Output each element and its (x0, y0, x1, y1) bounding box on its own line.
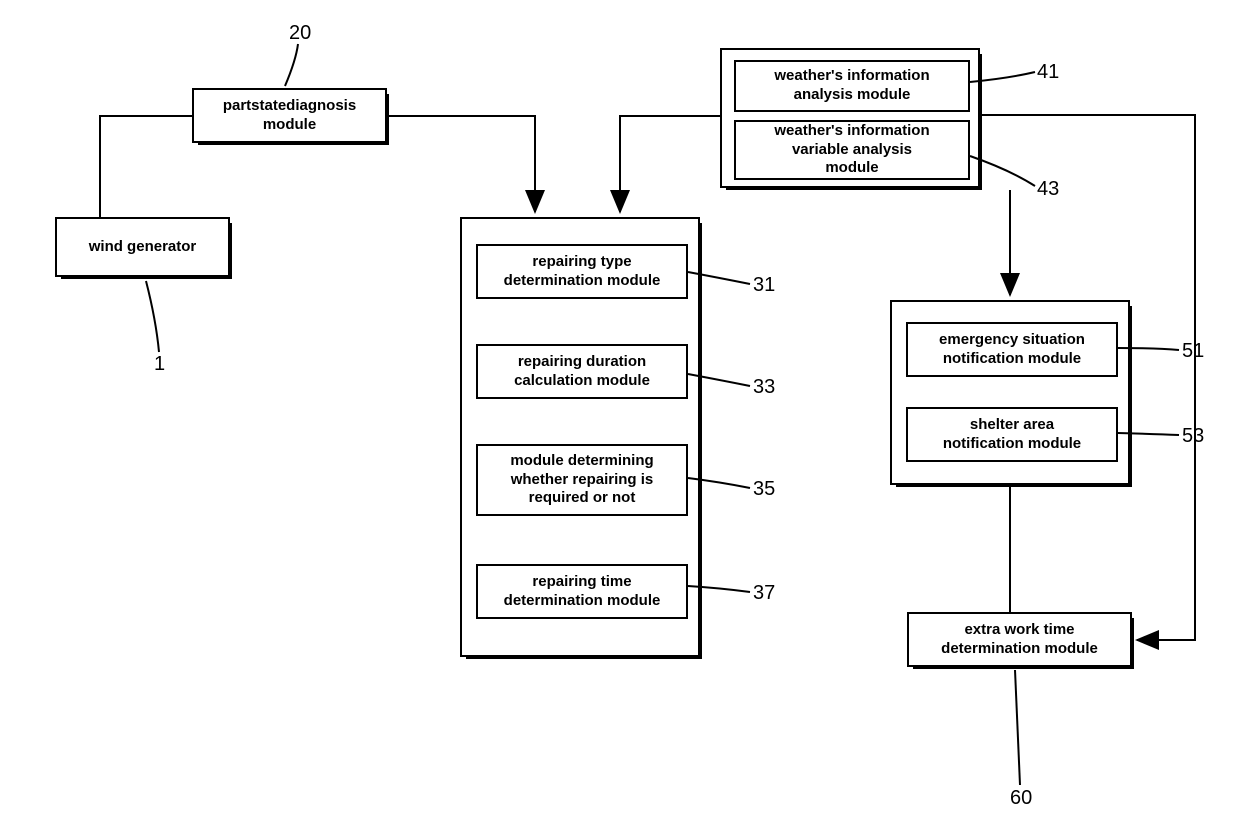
repair-type-box: repairing type determination module (476, 244, 688, 299)
ref-60: 60 (1010, 787, 1032, 810)
repair-time-label: repairing time determination module (504, 573, 661, 611)
weather-analysis-box: weather's information analysis module (734, 60, 970, 112)
part-diagnosis-label: partstatediagnosis module (223, 97, 356, 135)
repair-time-box: repairing time determination module (476, 564, 688, 619)
emergency-box: emergency situation notification module (906, 322, 1118, 377)
repair-required-label: module determining whether repairing is … (510, 452, 653, 508)
ref-1: 1 (154, 353, 165, 376)
wind-generator-box: wind generator (55, 217, 230, 277)
shelter-label: shelter area notification module (943, 416, 1081, 454)
ref-51: 51 (1182, 340, 1204, 363)
part-diagnosis-box: partstatediagnosis module (192, 88, 387, 143)
extra-work-label: extra work time determination module (941, 621, 1098, 659)
weather-variable-label: weather's information variable analysis … (774, 122, 929, 178)
emergency-label: emergency situation notification module (939, 331, 1085, 369)
repair-required-box: module determining whether repairing is … (476, 444, 688, 516)
ref-43: 43 (1037, 178, 1059, 201)
repair-type-label: repairing type determination module (504, 253, 661, 291)
notification-container: emergency situation notification module … (890, 300, 1130, 485)
ref-41: 41 (1037, 61, 1059, 84)
extra-work-box: extra work time determination module (907, 612, 1132, 667)
weather-container: weather's information analysis module we… (720, 48, 980, 188)
repairing-container: repairing type determination module repa… (460, 217, 700, 657)
ref-33: 33 (753, 376, 775, 399)
ref-37: 37 (753, 582, 775, 605)
repair-duration-label: repairing duration calculation module (514, 353, 650, 391)
shelter-box: shelter area notification module (906, 407, 1118, 462)
ref-53: 53 (1182, 425, 1204, 448)
wind-generator-label: wind generator (89, 238, 197, 257)
ref-31: 31 (753, 274, 775, 297)
weather-analysis-label: weather's information analysis module (774, 67, 929, 105)
weather-variable-box: weather's information variable analysis … (734, 120, 970, 180)
ref-35: 35 (753, 478, 775, 501)
repair-duration-box: repairing duration calculation module (476, 344, 688, 399)
ref-20: 20 (289, 22, 311, 45)
